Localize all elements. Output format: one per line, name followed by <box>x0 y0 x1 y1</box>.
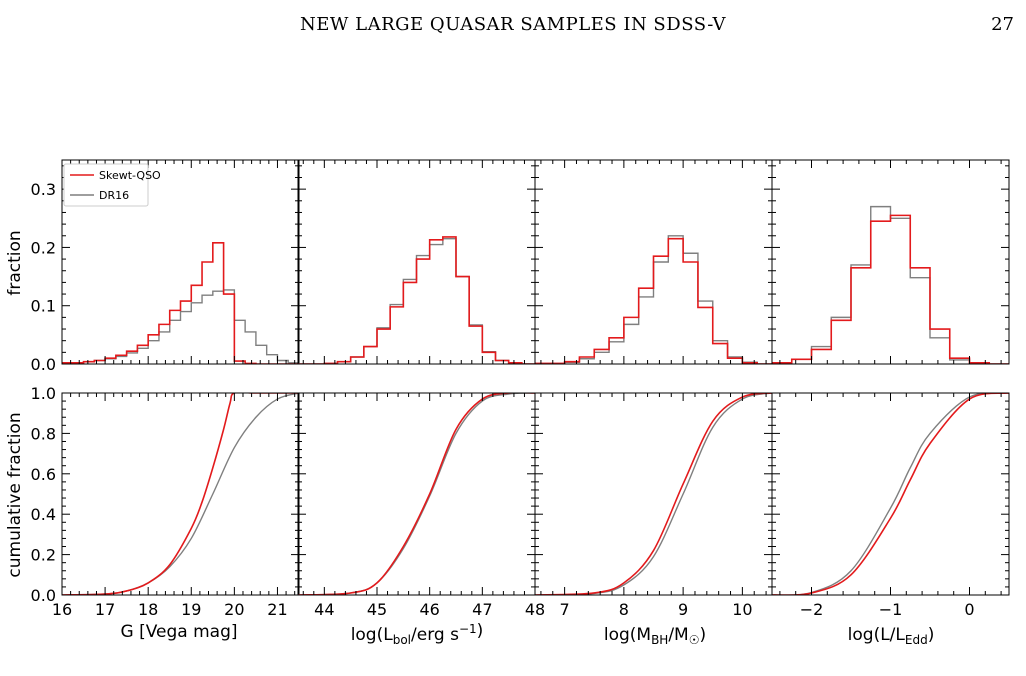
series-skewt-qso-mbh-fraction <box>535 237 772 364</box>
panel-frame-g-fraction <box>61 159 300 365</box>
xtick-label: −2 <box>800 600 824 619</box>
xtick-label: 7 <box>560 600 570 619</box>
series-dr16-lbol-cumulative <box>298 393 535 595</box>
series-skewt-qso-mbh-cumulative <box>535 393 772 595</box>
xtick-label: −1 <box>879 600 903 619</box>
xtick-label: 47 <box>472 600 492 619</box>
ylabel-fraction: fraction <box>5 230 25 295</box>
plots-layer: 0.0 0.1 0.2 0.3 0.0 0.2 0.4 0.6 0.8 1.0 16 17 18 19 20… <box>31 159 1010 619</box>
series-skewt-qso-lbol-cumulative <box>298 393 535 595</box>
series-skewt-qso-lbol-fraction <box>298 236 535 364</box>
xtick-label: 17 <box>95 600 115 619</box>
series-skewt-qso-edd-fraction <box>772 214 1009 364</box>
series-dr16-mbh-fraction <box>535 235 772 364</box>
series-dr16-edd-cumulative <box>772 393 1009 595</box>
page-number: 27 <box>991 14 1014 35</box>
ytick-label: 0.2 <box>31 546 56 565</box>
panel-frame-mbh-cumulative <box>534 392 773 596</box>
xtick-label: 10 <box>732 600 752 619</box>
xtick-label: 18 <box>138 600 158 619</box>
ylabel-cumulative: cumulative fraction <box>5 412 25 577</box>
ytick-label: 0.0 <box>31 586 56 605</box>
running-header: NEW LARGE QUASAR SAMPLES IN SDSS-V <box>300 14 726 35</box>
legend: Skewt-QSO DR16 <box>63 163 161 207</box>
ytick-label: 0.3 <box>31 180 56 199</box>
xlabel-g: G [Vega mag] <box>121 622 238 642</box>
xlabel-mbh: log(MBH/M☉) <box>604 625 706 647</box>
series-dr16-edd-fraction <box>772 205 1009 364</box>
xtick-label: 19 <box>181 600 201 619</box>
ytick-label: 0.2 <box>31 238 56 257</box>
legend-label-skewt: Skewt-QSO <box>99 169 161 182</box>
xtick-label: 46 <box>419 600 439 619</box>
panel-frame-edd-fraction <box>771 159 1010 365</box>
series-dr16-g-cumulative <box>62 393 299 595</box>
ytick-label: 0.4 <box>31 505 56 524</box>
xtick-label: 8 <box>619 600 629 619</box>
series-dr16-mbh-cumulative <box>535 393 772 595</box>
xlabel-lbol: log(Lbol/erg s−1) <box>351 621 484 647</box>
ytick-label: 0.8 <box>31 424 56 443</box>
series-skewt-qso-g-cumulative <box>62 393 299 595</box>
xtick-label: 20 <box>224 600 244 619</box>
xtick-label: 48 <box>525 600 545 619</box>
xtick-label: 44 <box>314 600 334 619</box>
xtick-label: 0 <box>964 600 974 619</box>
series-skewt-qso-edd-cumulative <box>772 393 1009 595</box>
legend-label-dr16: DR16 <box>99 189 129 202</box>
ytick-label: 0.6 <box>31 465 56 484</box>
xtick-label: 9 <box>678 600 688 619</box>
ytick-label: 0.0 <box>31 355 56 374</box>
xtick-label: 16 <box>52 600 72 619</box>
xlabel-edd: log(L/LEdd) <box>848 625 935 647</box>
ytick-label: 1.0 <box>31 384 56 403</box>
series-dr16-lbol-fraction <box>298 237 535 364</box>
panel-frame-lbol-cumulative <box>297 392 536 596</box>
panel-frame-g-cumulative <box>61 392 300 596</box>
xtick-label: 21 <box>267 600 287 619</box>
ytick-label: 0.1 <box>31 297 56 316</box>
xtick-label: 45 <box>367 600 387 619</box>
panel-frame-edd-cumulative <box>771 392 1010 596</box>
